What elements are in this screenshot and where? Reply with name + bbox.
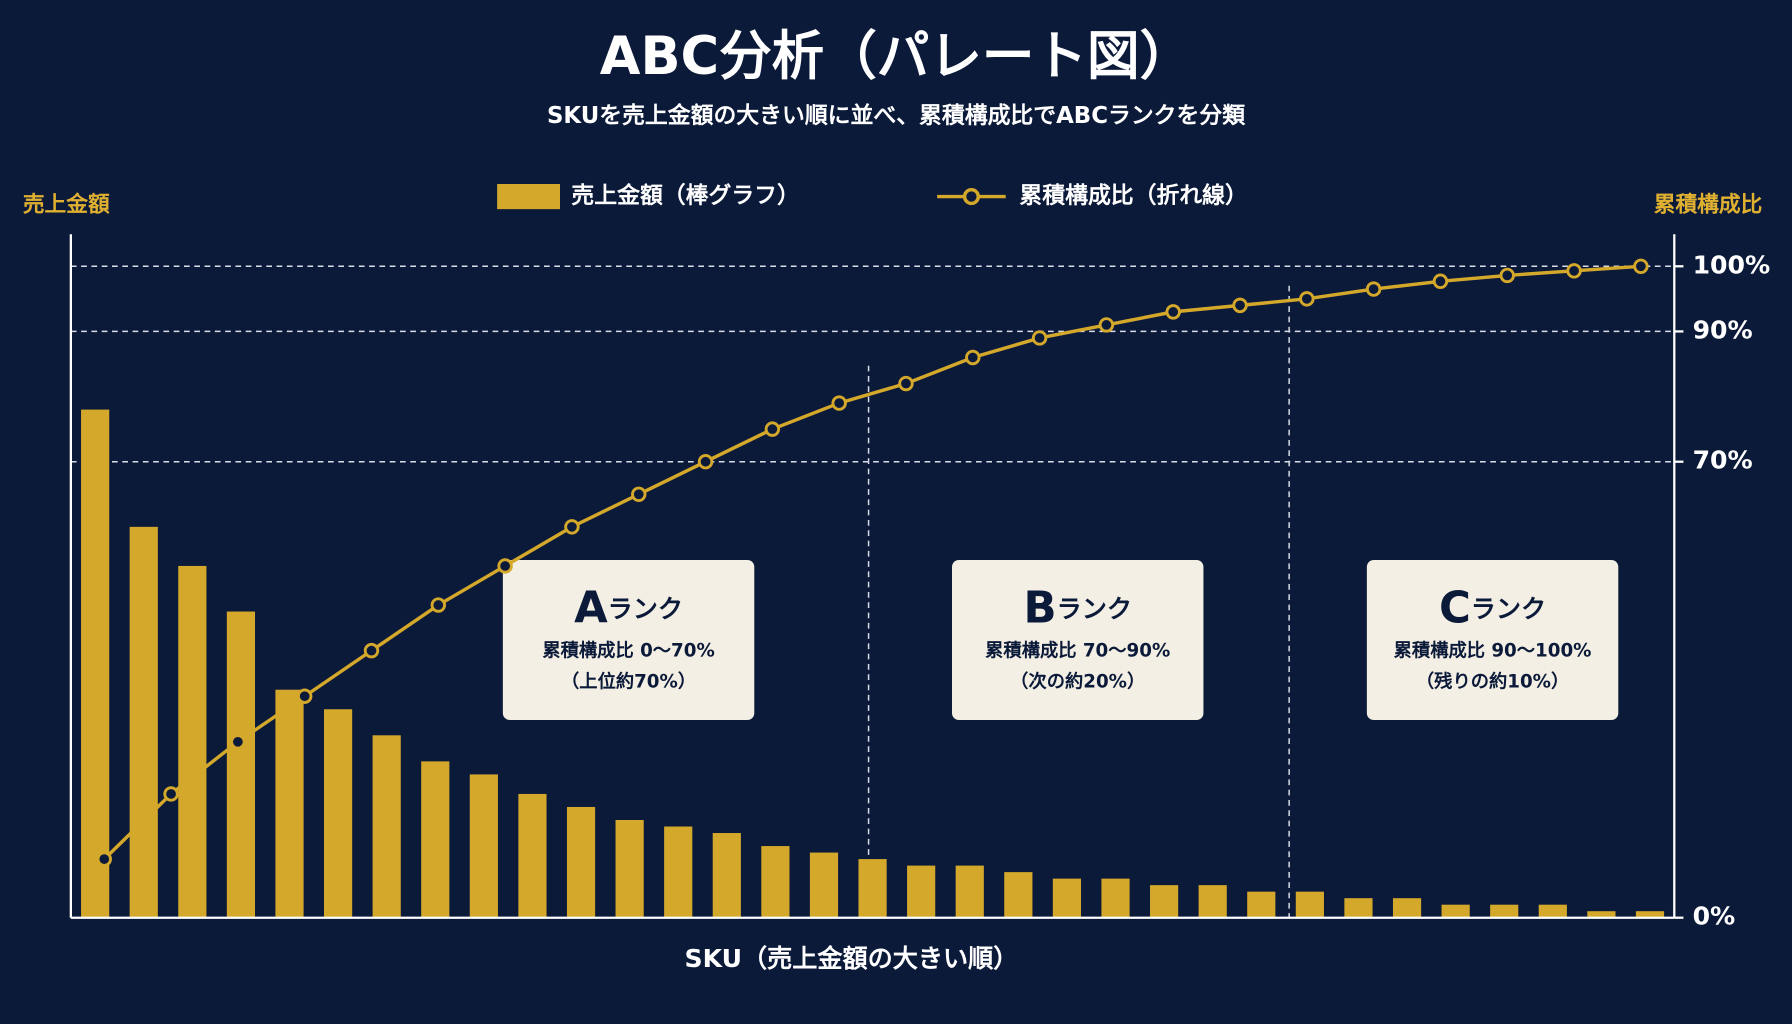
bar bbox=[324, 709, 353, 918]
bar bbox=[907, 865, 936, 918]
line-point bbox=[631, 486, 647, 502]
annotation-box bbox=[1366, 560, 1619, 720]
bar bbox=[1004, 872, 1033, 918]
bar bbox=[1344, 898, 1373, 918]
y2-tick-label: 70% bbox=[1693, 446, 1753, 475]
bar bbox=[81, 409, 110, 918]
line-point bbox=[1365, 281, 1382, 297]
annotation-box bbox=[952, 560, 1204, 720]
bar bbox=[1538, 904, 1567, 918]
legend-swatch bbox=[497, 184, 560, 210]
annotation-suffix: ランク bbox=[1471, 594, 1546, 623]
annotation-title: Bランク bbox=[1023, 583, 1131, 633]
line-point bbox=[1432, 273, 1449, 289]
bar bbox=[664, 826, 693, 918]
line-point bbox=[965, 349, 981, 366]
annotation-line: （次の約20%） bbox=[1010, 670, 1145, 692]
bar bbox=[421, 761, 450, 918]
annotation-rank: A bbox=[574, 583, 608, 633]
legend: 売上金額（棒グラフ） 累積構成比（折れ線） bbox=[497, 182, 1248, 210]
annotation-suffix: ランク bbox=[608, 594, 683, 623]
line-point bbox=[230, 734, 246, 750]
line-point bbox=[697, 453, 714, 470]
bar bbox=[1150, 885, 1179, 918]
bar bbox=[1441, 904, 1470, 918]
line-point bbox=[363, 642, 380, 659]
bar bbox=[566, 806, 596, 918]
bar bbox=[1052, 878, 1082, 918]
annotation-line: 累積構成比 0〜70% bbox=[542, 639, 714, 661]
bar bbox=[372, 735, 401, 918]
line-series bbox=[96, 258, 1649, 867]
bar bbox=[518, 793, 547, 918]
bar bbox=[1635, 911, 1665, 918]
line-point bbox=[831, 395, 847, 411]
annotation-line: 累積構成比 90〜100% bbox=[1394, 639, 1592, 661]
annotation-rank: C bbox=[1439, 583, 1471, 633]
line-point bbox=[1633, 258, 1649, 274]
chart-subtitle: SKUを売上金額の大きい順に並べ、累積構成比でABCランクを分類 bbox=[547, 102, 1245, 129]
line-point bbox=[296, 688, 313, 704]
line-point bbox=[163, 786, 179, 802]
line-point bbox=[96, 851, 112, 867]
line-point bbox=[497, 558, 513, 574]
legend-label: 累積構成比（折れ線） bbox=[1019, 182, 1247, 209]
bar bbox=[129, 526, 158, 918]
annotation-rank: B bbox=[1023, 583, 1056, 633]
y-axis-label: 売上金額 bbox=[23, 192, 110, 218]
x-axis-label: SKU（売上金額の大きい順） bbox=[684, 944, 1018, 973]
bar bbox=[1247, 891, 1276, 918]
annotation-title: Cランク bbox=[1439, 583, 1546, 633]
bar bbox=[761, 846, 790, 918]
bar bbox=[1198, 885, 1227, 918]
bar bbox=[275, 689, 304, 918]
line-point bbox=[898, 375, 914, 392]
annotation-line: 累積構成比 70〜90% bbox=[985, 639, 1170, 661]
line-point bbox=[430, 597, 447, 613]
line-point bbox=[764, 421, 781, 437]
annotation-title: Aランク bbox=[574, 583, 683, 633]
bar bbox=[955, 865, 984, 918]
y2-axis-label: 累積構成比 bbox=[1654, 192, 1763, 218]
bar bbox=[1295, 891, 1324, 918]
bar bbox=[1490, 904, 1519, 918]
line-point bbox=[1098, 317, 1115, 333]
bar bbox=[712, 833, 741, 918]
bar bbox=[858, 859, 887, 918]
line-point bbox=[1165, 304, 1181, 320]
bar bbox=[226, 611, 256, 918]
line-point bbox=[1499, 267, 1515, 284]
legend-label: 売上金額（棒グラフ） bbox=[571, 182, 799, 209]
grid: 0% 70% 90% 100% bbox=[70, 250, 1771, 931]
legend-marker bbox=[962, 187, 980, 206]
bar bbox=[809, 852, 839, 918]
annotation-box bbox=[502, 560, 755, 720]
line-point bbox=[1566, 263, 1582, 279]
annotation-line: （上位約70%） bbox=[561, 670, 696, 692]
bar bbox=[1587, 911, 1616, 918]
chart-title: ABC分析（パレート図） bbox=[600, 26, 1192, 87]
y2-tick-label: 100% bbox=[1693, 250, 1771, 279]
bar bbox=[469, 774, 498, 918]
line-point bbox=[564, 519, 580, 535]
cumulative-line bbox=[103, 264, 1641, 861]
bar bbox=[615, 820, 644, 918]
y2-tick-label: 0% bbox=[1693, 902, 1736, 931]
bar bbox=[1392, 898, 1422, 918]
bars bbox=[81, 409, 1665, 918]
line-point bbox=[1299, 291, 1315, 307]
annotation-line: （残りの約10%） bbox=[1416, 670, 1569, 692]
line-point bbox=[1232, 297, 1248, 314]
bar bbox=[178, 565, 207, 918]
line-point bbox=[1031, 330, 1048, 346]
y2-tick-label: 90% bbox=[1693, 315, 1753, 344]
bar bbox=[1101, 878, 1130, 918]
annotation-suffix: ランク bbox=[1057, 594, 1132, 623]
